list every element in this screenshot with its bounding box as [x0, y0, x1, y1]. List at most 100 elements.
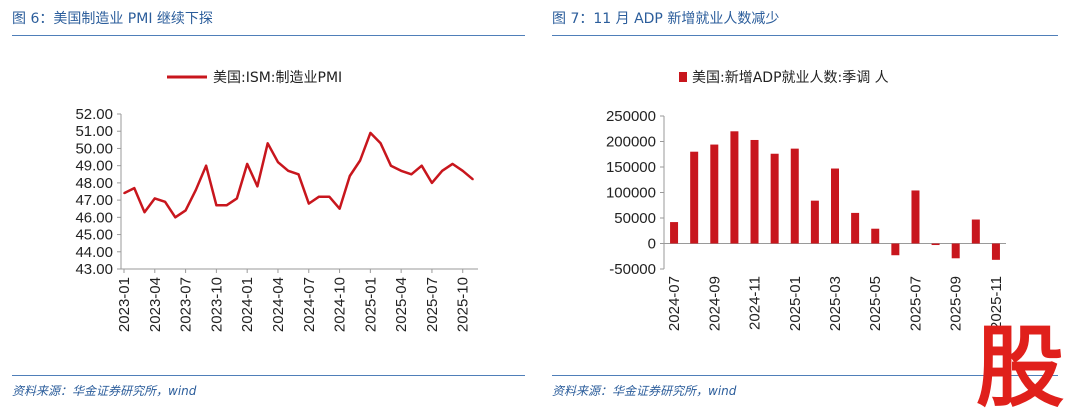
pmi-data-point [225, 204, 228, 207]
pmi-data-point [461, 170, 464, 172]
pmi-data-point [390, 164, 392, 167]
pmi-data-point [410, 173, 413, 176]
pmi-data-point [236, 197, 238, 200]
y-tick-label: 50000 [614, 210, 656, 227]
adp-bar [911, 190, 920, 244]
right-panel-title: 图 7：11 月 ADP 新增就业人数减少 [552, 11, 780, 27]
x-tick-label: 2025-03 [827, 276, 844, 331]
pmi-data-point [287, 170, 290, 172]
pmi-data-point [318, 195, 320, 198]
y-tick-label: -50000 [609, 261, 656, 278]
y-tick-label: 150000 [606, 159, 656, 176]
pmi-data-point [174, 216, 177, 219]
left-title-rule [12, 35, 525, 36]
x-tick-label: 2025-11 [988, 276, 1005, 330]
pmi-data-point [246, 163, 248, 165]
y-tick-label: 47.00 [75, 192, 113, 209]
pmi-data-point [328, 195, 331, 198]
y-tick-label: 49.00 [75, 158, 113, 175]
y-tick-label: 100000 [606, 185, 656, 202]
adp-bar [951, 243, 960, 259]
x-tick-label: 2025-07 [424, 277, 441, 332]
pmi-data-point [123, 192, 125, 195]
y-tick-label: 46.00 [75, 209, 113, 226]
pmi-data-point [420, 164, 423, 167]
adp-bar [831, 168, 839, 244]
legend-label: 美国:ISM:制造业PMI [213, 70, 342, 86]
pmi-data-point [431, 182, 433, 184]
pmi-data-point [133, 187, 136, 189]
x-tick-label: 2024-11 [747, 276, 764, 330]
pmi-data-point [297, 173, 300, 176]
x-tick-label: 2023-10 [208, 277, 225, 332]
x-tick-label: 2024-04 [270, 277, 287, 332]
y-tick-label: 0 [648, 236, 656, 253]
right-panel-source: 资料来源：华金证券研究所，wind [552, 384, 737, 398]
pmi-data-point [266, 142, 269, 145]
adp-bar [730, 131, 739, 244]
adp-bar [851, 212, 860, 244]
y-tick-label: 250000 [606, 108, 656, 125]
pmi-data-point [277, 161, 279, 164]
pmi-data-point [472, 178, 474, 181]
adp-bar [871, 228, 880, 244]
adp-bar [790, 148, 799, 244]
pmi-data-point [369, 132, 372, 134]
right-title-rule [552, 35, 1058, 36]
left-panel-source: 资料来源：华金证券研究所，wind [12, 384, 197, 398]
watermark-glyph: 股 [976, 318, 1064, 408]
adp-bar [770, 153, 779, 244]
x-tick-label: 2025-04 [393, 277, 410, 332]
pmi-series-line [123, 131, 474, 219]
x-tick-label: 2025-09 [948, 276, 965, 331]
pmi-data-point [307, 202, 310, 205]
x-tick-label: 2024-09 [706, 276, 723, 331]
adp-bar [810, 200, 819, 244]
legend-label: 美国:新增ADP就业人数:季调 人 [692, 70, 889, 86]
left-source-rule [12, 375, 525, 376]
pmi-data-point [451, 163, 454, 165]
pmi-data-point [143, 211, 146, 213]
pmi-data-point [215, 204, 218, 207]
pmi-data-point [256, 185, 259, 188]
x-tick-label: 2024-07 [301, 277, 318, 332]
pmi-data-point [338, 207, 341, 210]
x-tick-label: 2025-05 [867, 276, 884, 331]
pmi-data-point [205, 164, 207, 167]
stock-watermark-logo: 股 [976, 318, 1064, 408]
pmi-data-point [184, 209, 187, 212]
left-panel-title: 图 6：美国制造业 PMI 继续下探 [12, 11, 213, 27]
x-tick-label: 2024-10 [332, 277, 349, 332]
y-tick-label: 52.00 [75, 106, 113, 123]
x-tick-label: 2023-04 [147, 277, 164, 332]
pmi-data-point [153, 197, 156, 200]
adp-bar [991, 243, 1000, 260]
x-tick-label: 2025-01 [787, 276, 804, 331]
pmi-data-point [164, 201, 166, 203]
adp-bar [891, 243, 900, 256]
pmi-data-point [441, 170, 444, 172]
x-tick-label: 2023-01 [116, 277, 133, 332]
pmi-data-point [359, 159, 361, 162]
x-tick-label: 2025-01 [362, 277, 379, 332]
y-tick-label: 43.00 [75, 261, 113, 278]
y-tick-label: 48.00 [75, 175, 113, 192]
y-tick-label: 51.00 [75, 123, 113, 140]
pmi-data-point [400, 170, 402, 172]
x-tick-label: 2025-10 [455, 277, 472, 332]
x-tick-label: 2023-07 [178, 277, 195, 332]
pmi-data-point [349, 175, 351, 177]
legend-bar-swatch [679, 72, 687, 82]
adp-bar [971, 219, 980, 244]
y-tick-label: 200000 [606, 134, 656, 151]
adp-bar [690, 151, 699, 244]
adp-bar [750, 139, 759, 244]
x-tick-label: 2025-07 [907, 276, 924, 331]
right-source-rule [552, 375, 1058, 376]
pmi-data-point [195, 188, 197, 191]
x-tick-label: 2024-07 [666, 276, 683, 331]
adp-bar [710, 144, 719, 244]
y-tick-label: 44.00 [75, 244, 113, 261]
adp-bar [931, 243, 940, 246]
